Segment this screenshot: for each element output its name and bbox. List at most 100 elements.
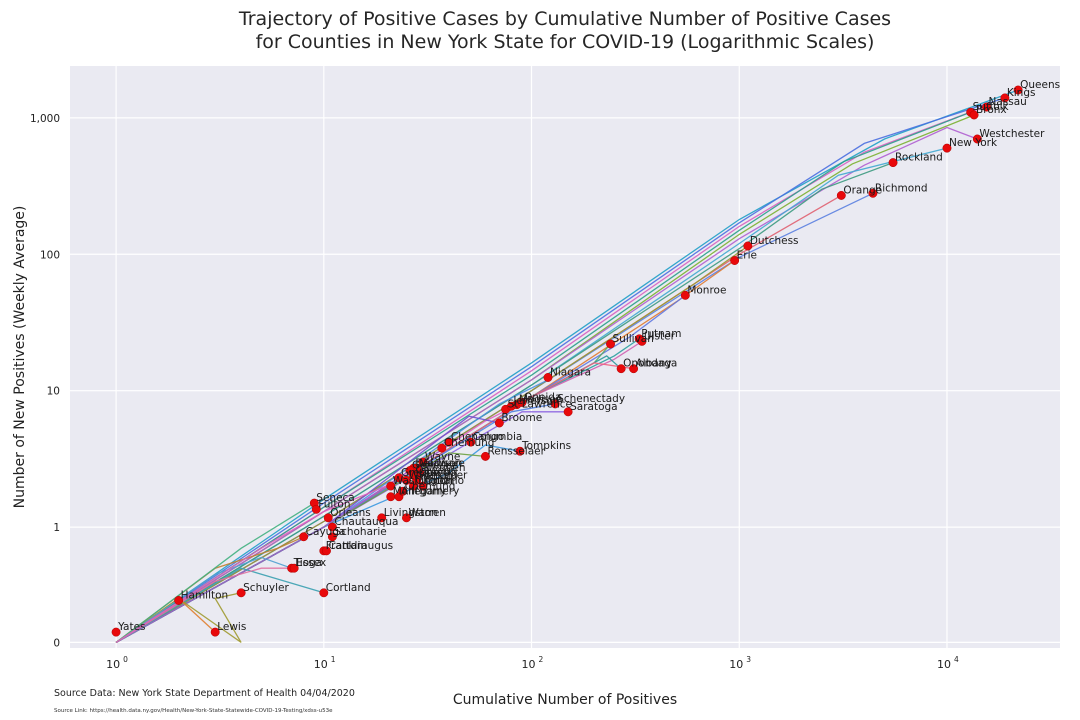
point-label: Genesee (412, 460, 458, 472)
data-point (1000, 93, 1010, 103)
data-point (480, 451, 490, 461)
point-label: Lewis (217, 621, 246, 633)
point-label: Putnam (641, 328, 681, 340)
series-lines (115, 89, 1019, 643)
x-tick-label: 10 (106, 658, 120, 671)
data-point (1013, 85, 1023, 95)
point-label: Wyoming (408, 469, 457, 481)
data-point (616, 364, 626, 374)
data-point (402, 475, 411, 485)
data-point (210, 627, 220, 637)
y-axis-ticks: 0 1 10 100 1,000 (30, 113, 60, 649)
y-axis-label: Number of New Positives (Weekly Average) (12, 206, 28, 509)
y-tick-label: 1 (53, 522, 60, 534)
point-label: Yates (117, 621, 145, 633)
point-label: Erie (737, 250, 757, 262)
point-label: Warren (408, 507, 445, 519)
point-label: Orleans (330, 507, 371, 519)
x-axis-label: Cumulative Number of Positives (453, 692, 677, 708)
data-point (637, 336, 647, 346)
data-point (327, 532, 337, 542)
point-label: Onondaga (623, 358, 677, 370)
point-label: Nassau (989, 96, 1027, 108)
point-label: Seneca (316, 492, 354, 504)
point-label: Clinton (415, 475, 452, 487)
point-label: Oswego (415, 464, 457, 476)
x-tick-exponent: 4 (954, 655, 959, 664)
point-label: Niagara (550, 366, 591, 378)
data-point (386, 481, 396, 491)
point-label: Greene (401, 467, 439, 479)
source-text: Source Data: New York State Department o… (54, 688, 355, 699)
data-point (969, 110, 979, 120)
data-point (289, 563, 299, 573)
x-tick-label: 10 (314, 658, 328, 671)
point-label: Oneida (524, 391, 561, 403)
data-point (111, 627, 121, 637)
point-label: Columbia (473, 431, 523, 443)
point-label: Monroe (687, 284, 726, 296)
point-label: Dutchess (750, 235, 799, 247)
x-tick-exponent: 1 (331, 655, 336, 664)
point-label: Madison (519, 394, 563, 406)
y-tick-label: 1,000 (30, 113, 60, 125)
point-label: Westchester (979, 128, 1045, 140)
point-label: Saratoga (570, 401, 618, 413)
data-point (418, 457, 428, 467)
data-point (868, 188, 878, 198)
data-point (437, 443, 447, 453)
point-label: Cortland (326, 582, 371, 594)
data-point (327, 522, 337, 532)
point-label: Allegany (401, 486, 446, 498)
data-point (405, 466, 415, 475)
point-label: Franklin (326, 540, 367, 552)
series-line-seneca (115, 502, 315, 643)
y-tick-label: 0 (53, 637, 60, 649)
point-label: Otsego (419, 467, 456, 479)
point-label: Delaware (415, 457, 464, 469)
point-label: St Lawrence (508, 398, 572, 410)
point-label: New York (949, 137, 998, 149)
x-tick-exponent: 3 (746, 655, 751, 664)
x-tick-exponent: 0 (123, 655, 128, 664)
series-line-queens (115, 89, 1019, 643)
data-point (322, 546, 331, 556)
point-label: Albany (636, 358, 672, 370)
y-tick-label: 10 (47, 386, 60, 398)
data-point (836, 190, 846, 200)
point-label: Rensselaer (487, 445, 545, 457)
point-label: Tompkins (521, 440, 571, 452)
title-line-1: Trajectory of Positive Cases by Cumulati… (238, 8, 892, 30)
series-line-suffolk (115, 111, 971, 643)
data-point (174, 596, 184, 605)
data-point (550, 399, 560, 409)
series-line-cortland (115, 567, 324, 643)
x-tick-label: 10 (522, 658, 536, 671)
point-label: Cattaraugus (328, 540, 393, 552)
data-point (563, 407, 573, 417)
point-label: Rockland (895, 152, 943, 164)
point-label: Montgomery (393, 486, 460, 498)
point-label: Chemung (444, 437, 495, 449)
point-label: Steuben (422, 462, 466, 474)
title-line-2: for Counties in New York State for COVID… (255, 31, 875, 53)
point-label: Tioga (293, 557, 323, 569)
data-point (972, 134, 982, 144)
point-label: Essex (296, 557, 326, 569)
point-label: Schuyler (243, 582, 289, 594)
data-point (517, 398, 527, 407)
data-point (743, 241, 753, 251)
data-point (942, 143, 952, 153)
point-label: Ontario (425, 475, 464, 487)
data-point (680, 290, 690, 300)
data-point (629, 364, 639, 374)
series-line-essex (115, 567, 292, 643)
point-label: Herkimer (419, 469, 468, 481)
series-line-rockland (115, 161, 894, 643)
point-label: Wayne (425, 451, 460, 463)
grid (70, 66, 1060, 648)
series-line-kings (115, 97, 1006, 643)
point-label: Washington (393, 475, 455, 487)
data-point (543, 373, 553, 382)
